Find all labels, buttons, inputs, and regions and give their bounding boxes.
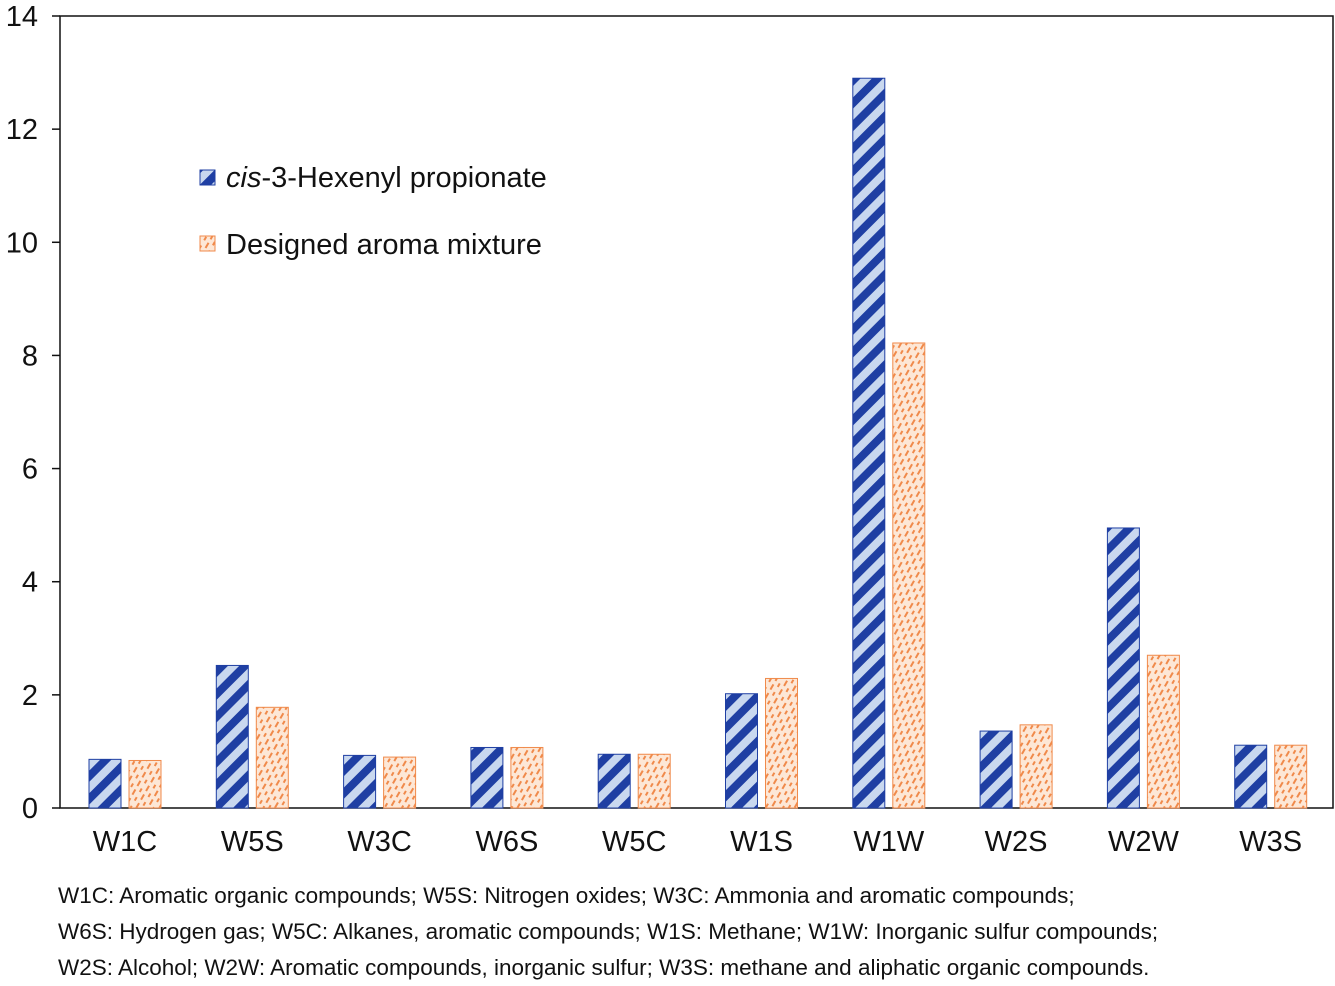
bar-series-1-w2w — [1106, 527, 1140, 809]
bar-series-1-w1c — [88, 758, 122, 809]
y-tick-label: 8 — [22, 340, 38, 372]
figure-caption: W1C: Aromatic organic compounds; W5S: Ni… — [58, 878, 1333, 986]
bar-series-1-w3c — [343, 754, 377, 809]
x-axis-labels: W1C W5S W3C W6S W5C W1S W1W W2S W2W W3S — [93, 826, 1302, 858]
caption-line-3: W2S: Alcohol; W2W: Aromatic compounds, i… — [58, 955, 1150, 980]
bar-series-1-w6s — [470, 746, 504, 809]
bar-series-1-w1w — [852, 77, 886, 809]
legend-label-series-1-rest: -3-Hexenyl propionate — [261, 162, 546, 194]
x-tick-label-w5c: W5C — [602, 826, 666, 858]
bar-series-1-w5c — [597, 753, 631, 809]
legend-label-series-2: Designed aroma mixture — [226, 229, 542, 261]
legend-swatch-series-2 — [199, 235, 216, 252]
bar-series-2-w5s — [255, 706, 289, 809]
bar-series-2-w3c — [383, 756, 417, 809]
caption-line-2: W6S: Hydrogen gas; W5C: Alkanes, aromati… — [58, 919, 1159, 944]
y-tick-label: 2 — [22, 680, 38, 712]
legend-label-series-1: cis-3-Hexenyl propionate — [226, 162, 547, 194]
legend-entry-series-2: Designed aroma mixture — [199, 229, 542, 261]
bars-group — [88, 77, 1308, 809]
legend-swatch-series-1 — [199, 169, 216, 186]
x-tick-label-w2w: W2W — [1108, 826, 1180, 858]
x-tick-label-w2s: W2S — [985, 826, 1048, 858]
bar-series-2-w3s — [1274, 744, 1308, 809]
legend-label-series-1-italic: cis — [226, 162, 261, 194]
y-tick-label: 14 — [6, 1, 38, 33]
plot-frame — [59, 15, 1334, 809]
x-tick-label-w1s: W1S — [730, 826, 793, 858]
y-tick-label: 6 — [22, 454, 38, 486]
bar-series-1-w2s — [979, 730, 1013, 809]
legend-entry-series-1: cis-3-Hexenyl propionate — [199, 162, 547, 194]
x-tick-label-w5s: W5S — [221, 826, 284, 858]
bar-series-2-w1s — [765, 677, 798, 809]
bar-series-2-w6s — [510, 746, 544, 809]
bar-series-1-w3s — [1234, 744, 1268, 809]
legend: cis-3-Hexenyl propionate Designed aroma … — [199, 162, 547, 261]
y-tick-label: 12 — [6, 114, 38, 146]
x-tick-label-w1c: W1C — [93, 826, 157, 858]
x-tick-label-w6s: W6S — [475, 826, 538, 858]
bar-series-1-w5s — [215, 664, 249, 809]
x-tick-label-w1w: W1W — [853, 826, 925, 858]
bar-series-2-w1c — [128, 759, 162, 809]
caption-line-1: W1C: Aromatic organic compounds; W5S: Ni… — [58, 883, 1075, 908]
bar-series-2-w2s — [1019, 724, 1053, 809]
bar-series-2-w2w — [1146, 654, 1180, 809]
x-tick-label-w3s: W3S — [1239, 826, 1302, 858]
bar-series-2-w5c — [637, 753, 671, 809]
y-tick-label: 10 — [6, 227, 38, 259]
bar-series-2-w1w — [892, 342, 926, 809]
bar-series-1-w1s — [725, 693, 758, 809]
x-tick-label-w3c: W3C — [347, 826, 411, 858]
y-axis-ticks: 0 2 4 6 8 10 12 14 — [6, 1, 60, 825]
y-tick-label: 0 — [22, 793, 38, 825]
y-tick-label: 4 — [22, 567, 38, 599]
